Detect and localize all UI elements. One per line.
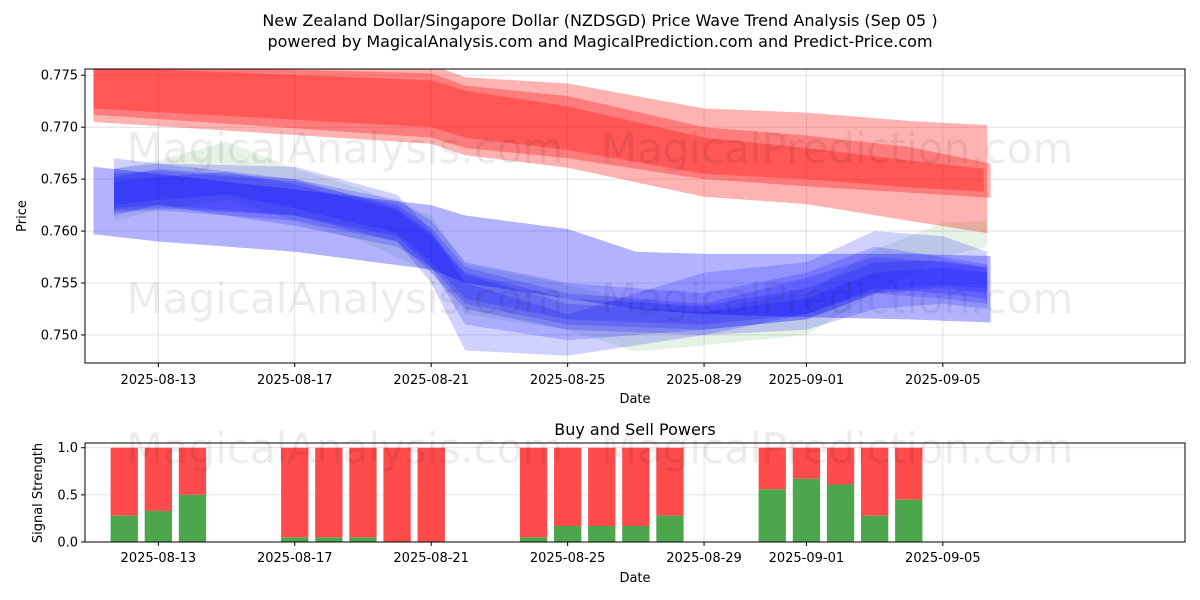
sell-bar xyxy=(622,447,650,526)
buy-bar xyxy=(519,537,548,542)
buy-bar xyxy=(349,537,377,542)
buy-bar xyxy=(758,489,786,542)
price-y-tick-label: 0.775 xyxy=(41,69,78,84)
signal-y-tick-label: 0.5 xyxy=(57,488,78,503)
sell-bar xyxy=(895,447,923,500)
sell-bar xyxy=(417,447,445,542)
signal-panel: Buy and Sell Powers MagicalAnalysis.com … xyxy=(31,420,1186,586)
watermark-5: MagicalAnalysis.com xyxy=(127,424,564,473)
buy-bar xyxy=(656,515,684,542)
signal-plot-frame xyxy=(84,442,1186,543)
price-y-tick-label: 0.755 xyxy=(41,277,78,292)
sell-bar xyxy=(861,447,889,516)
signal-x-tick-label: 2025-08-21 xyxy=(393,551,469,566)
price-x-tick-label: 2025-08-13 xyxy=(121,373,197,388)
sell-bar xyxy=(792,447,821,479)
buy-bar xyxy=(281,537,309,542)
signal-x-tick-label: 2025-08-17 xyxy=(257,551,333,566)
red-wave-band xyxy=(93,69,991,198)
price-bands xyxy=(93,69,991,356)
blue-wave-band xyxy=(114,163,988,341)
buy-bar xyxy=(315,537,343,542)
signal-y-tick-label: 0.0 xyxy=(57,536,78,551)
price-x-tick-label: 2025-08-17 xyxy=(257,373,333,388)
price-y-tick-label: 0.770 xyxy=(41,121,78,136)
price-grid xyxy=(85,69,1185,363)
signal-y-axis-label: Signal Strength xyxy=(31,443,46,543)
price-y-tick-label: 0.750 xyxy=(41,328,78,343)
blue-wave-band xyxy=(93,166,991,323)
sell-bar xyxy=(144,447,172,511)
price-x-tick-label: 2025-08-25 xyxy=(530,373,606,388)
sell-bar xyxy=(281,447,309,538)
signal-x-ticks: 2025-08-13 2025-08-17 2025-08-21 2025-08-25… xyxy=(121,542,981,566)
signal-x-axis-label: Date xyxy=(619,571,650,586)
sell-bar xyxy=(656,447,684,516)
chart-title-line2: powered by MagicalAnalysis.com and Magic… xyxy=(267,32,932,51)
signal-y-tick-label: 1.0 xyxy=(57,441,78,456)
price-x-tick-label: 2025-08-29 xyxy=(666,373,742,388)
buy-bar xyxy=(826,484,855,542)
buy-bar xyxy=(588,526,616,542)
green-wave-band xyxy=(114,141,988,352)
sell-bar xyxy=(110,447,138,516)
sell-bar xyxy=(826,447,855,485)
price-x-axis-label: Date xyxy=(619,392,650,407)
red-wave-band xyxy=(93,69,984,192)
buy-bar xyxy=(144,510,172,542)
buy-bar xyxy=(792,478,821,542)
price-x-tick-label: 2025-09-05 xyxy=(905,373,981,388)
buy-bar xyxy=(554,526,582,542)
buy-bar xyxy=(178,494,207,542)
price-x-tick-label: 2025-09-01 xyxy=(769,373,845,388)
price-panel: MagicalAnalysis.com MagicalPrediction.co… xyxy=(15,68,1186,407)
blue-wave-band xyxy=(114,170,988,335)
sell-bar xyxy=(315,447,343,538)
sell-bar xyxy=(178,447,207,495)
blue-wave-band xyxy=(114,158,988,356)
price-plot-frame xyxy=(84,68,1186,364)
price-x-tick-label: 2025-08-21 xyxy=(393,373,469,388)
watermark-6: MagicalPrediction.com xyxy=(601,424,1074,473)
buy-bar xyxy=(110,515,138,542)
buy-bar xyxy=(895,499,923,542)
signal-x-tick-label: 2025-08-29 xyxy=(666,551,742,566)
watermark-1: MagicalAnalysis.com xyxy=(127,124,564,173)
sell-bar xyxy=(758,447,786,490)
watermark-3: MagicalAnalysis.com xyxy=(127,274,564,323)
signal-panel-title: Buy and Sell Powers xyxy=(554,420,716,439)
red-wave-band xyxy=(93,69,988,234)
watermark-4: MagicalPrediction.com xyxy=(601,274,1074,323)
signal-x-tick-label: 2025-08-25 xyxy=(530,551,606,566)
blue-wave-band xyxy=(114,168,988,330)
signal-x-tick-label: 2025-09-01 xyxy=(769,551,845,566)
blue-wave-band xyxy=(114,171,988,325)
sell-bar xyxy=(554,447,582,526)
chart-title-line1: New Zealand Dollar/Singapore Dollar (NZD… xyxy=(262,11,937,30)
buy-bar xyxy=(861,515,889,542)
price-y-tick-label: 0.760 xyxy=(41,225,78,240)
signal-x-tick-label: 2025-09-05 xyxy=(905,551,981,566)
signal-y-ticks: 0.0 0.5 1.0 xyxy=(57,441,85,551)
sell-bar xyxy=(588,447,616,526)
sell-bar xyxy=(519,447,548,538)
price-x-ticks: 2025-08-13 2025-08-17 2025-08-21 2025-08-25… xyxy=(121,363,981,388)
price-y-ticks: 0.750 0.755 0.760 0.765 0.770 0.775 xyxy=(41,69,85,343)
signal-bars xyxy=(110,447,923,542)
price-y-axis-label: Price xyxy=(15,200,30,232)
sell-bar xyxy=(349,447,377,538)
signal-x-tick-label: 2025-08-13 xyxy=(121,551,197,566)
buy-bar xyxy=(622,526,650,542)
price-y-tick-label: 0.765 xyxy=(41,173,78,188)
watermark-2: MagicalPrediction.com xyxy=(601,124,1074,173)
sell-bar xyxy=(383,447,411,542)
